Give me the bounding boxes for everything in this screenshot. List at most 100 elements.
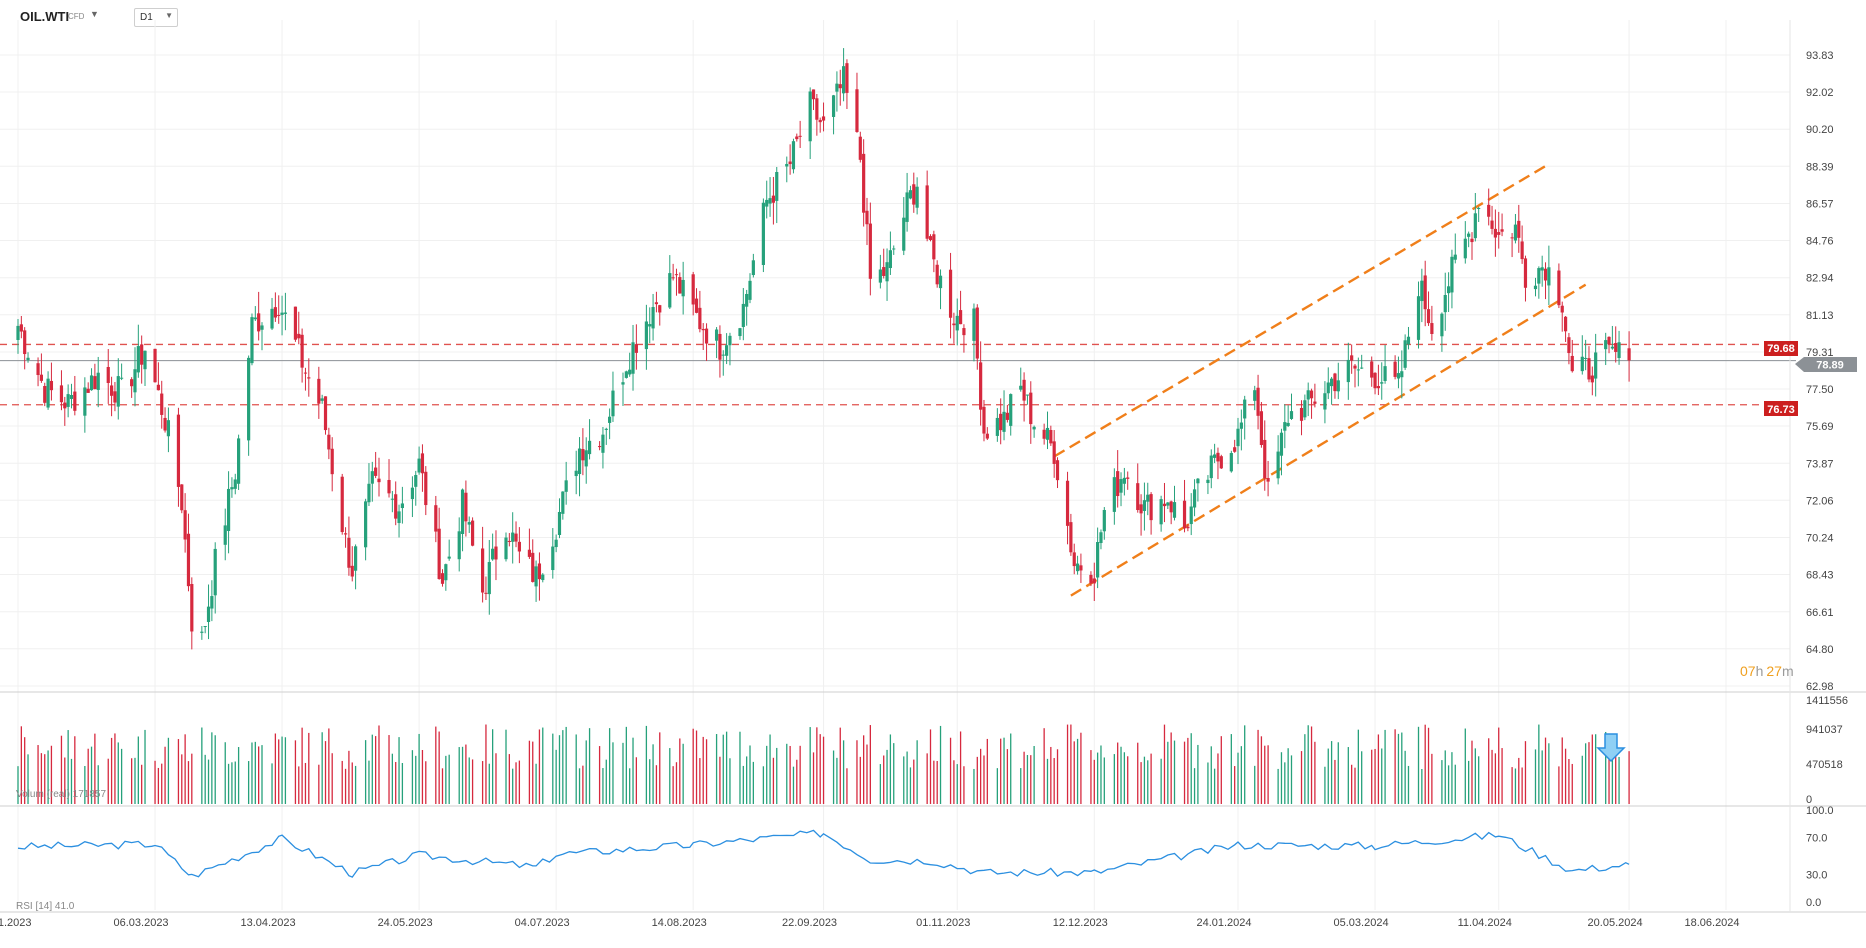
candle-body [1450, 256, 1454, 293]
candle-body [280, 312, 284, 315]
candle-body [233, 479, 237, 489]
candle-body [1513, 224, 1518, 241]
rsi-tick-label: 30.0 [1806, 869, 1827, 881]
candle-body [1172, 502, 1177, 518]
candle-body [1122, 477, 1126, 484]
candle-body [624, 371, 628, 378]
candle-body [748, 280, 752, 300]
candle-body [307, 377, 311, 379]
candle-body [247, 357, 251, 441]
candle-body [831, 95, 836, 117]
candle-body [564, 480, 568, 492]
candle-body [838, 84, 842, 89]
candle-body [1162, 503, 1167, 507]
timeframe-select[interactable]: D1 ▼ [134, 8, 178, 27]
candle-body [1219, 456, 1223, 469]
candle-body [1079, 565, 1083, 571]
candle-body [1467, 233, 1471, 237]
candle-body [49, 380, 54, 391]
rsi-tick-label: 70.0 [1806, 833, 1827, 845]
candle-body [938, 275, 943, 289]
candle-body [190, 584, 194, 632]
candle-body [868, 223, 872, 279]
candle-body [1216, 452, 1220, 462]
candle-body [367, 483, 371, 503]
candle-body [420, 453, 425, 474]
candle-body [1543, 268, 1548, 281]
candle-body [1497, 232, 1501, 235]
candle-body [995, 417, 999, 436]
symbol-name[interactable]: OIL.WTI [20, 9, 70, 24]
rsi-tick-label: 100.0 [1806, 805, 1834, 817]
candle-body [905, 192, 909, 222]
candle-body [1360, 367, 1364, 369]
sell-signal-arrow-icon[interactable] [1596, 733, 1626, 763]
candle-body [440, 573, 445, 584]
candle-body [634, 344, 638, 353]
candle-body [1594, 352, 1598, 379]
candle-body [390, 498, 394, 500]
candle-body [143, 350, 147, 370]
candle-body [584, 450, 588, 467]
candle-body [140, 344, 144, 365]
candle-body [915, 186, 919, 208]
candle-body [658, 305, 662, 313]
candle-body [1380, 382, 1384, 384]
candle-body [1430, 323, 1434, 334]
candle-body [678, 277, 682, 294]
candle-body [604, 428, 608, 430]
price-tick-label: 77.50 [1806, 384, 1834, 396]
candle-body [260, 325, 264, 330]
candle-body [835, 83, 839, 92]
candle-body [892, 248, 896, 250]
candle-body [273, 307, 277, 318]
candle-body [1072, 552, 1076, 567]
candle-body [39, 374, 43, 381]
candle-body [444, 564, 448, 581]
candle-body [1136, 483, 1140, 511]
candle-body [1279, 432, 1284, 456]
candle-body [16, 325, 20, 340]
candle-body [611, 390, 615, 417]
candle-body [59, 385, 64, 403]
candle-body [972, 308, 976, 341]
candle-body [671, 277, 675, 279]
axes: 93.83 92.02 90.20 88.39 86.57 84.76 82.94 81.13… [0, 20, 1866, 929]
symbol-dropdown-chevron-icon[interactable]: ▼ [90, 9, 99, 19]
candle-body [153, 348, 157, 383]
candle-body [999, 413, 1003, 431]
level-badge-upper[interactable]: 79.68 [1764, 341, 1798, 356]
candle-body [597, 446, 602, 448]
candle-body [795, 136, 799, 140]
candle-body [858, 136, 862, 160]
date-tick-label: 06.03.2023 [114, 917, 169, 929]
candle-body [888, 250, 892, 269]
candle-body [912, 184, 916, 205]
candle-body [902, 217, 906, 251]
candle-body [183, 510, 187, 540]
candle-body [628, 369, 632, 375]
candle-body [133, 369, 137, 393]
candle-body [771, 195, 776, 203]
candle-body [785, 163, 789, 167]
candle-body [765, 199, 769, 207]
candle-body [1326, 382, 1330, 394]
candle-body [130, 379, 134, 387]
candle-body [1570, 355, 1574, 372]
candle-body [862, 153, 866, 213]
candle-body [701, 328, 705, 331]
level-badge-lower[interactable]: 76.73 [1764, 401, 1798, 416]
candle-body [1169, 501, 1173, 513]
date-tick-label: 12.12.2023 [1053, 917, 1108, 929]
candle-body [958, 310, 963, 325]
price-tick-label: 72.06 [1806, 495, 1834, 507]
candle-body [277, 314, 281, 316]
candle-body [808, 91, 812, 142]
candle-body [1376, 386, 1380, 389]
volume-tick-label: 470518 [1806, 759, 1843, 771]
candle-body [43, 386, 47, 403]
price-tick-label: 92.02 [1806, 87, 1834, 99]
candle-body [504, 537, 508, 560]
candle-body [1584, 357, 1588, 359]
